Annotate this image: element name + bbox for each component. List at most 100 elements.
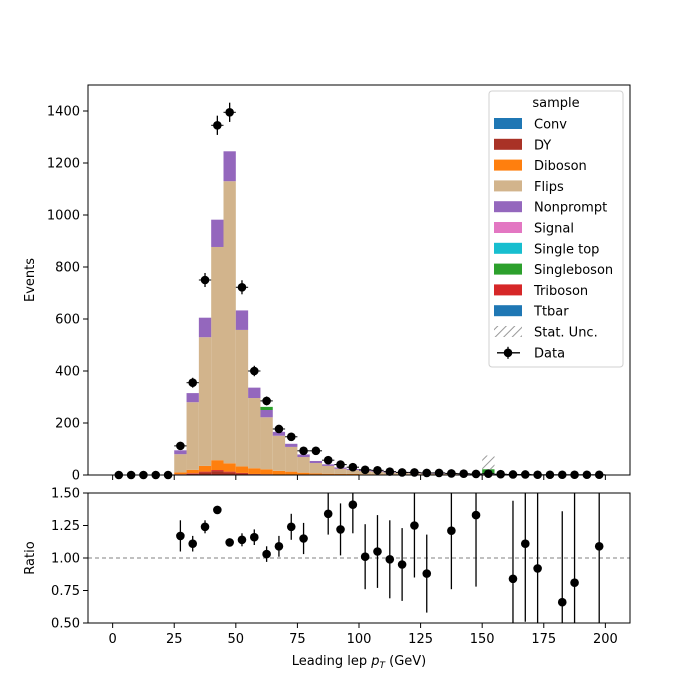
ratio-point (200, 522, 210, 532)
legend-label-triboson: Triboson (533, 284, 588, 299)
data-point (447, 469, 456, 478)
bar-triboson (198, 471, 212, 473)
ratio-y-tick-label: 1.00 (51, 552, 80, 567)
ratio-point (213, 505, 222, 515)
data-point (484, 469, 493, 479)
bar-flips (235, 329, 249, 467)
ratio-point (385, 555, 395, 564)
ratio-point (471, 510, 481, 520)
legend-label-conv: Conv (534, 118, 567, 133)
data-point (434, 468, 444, 478)
data-point (373, 466, 382, 475)
x-axis-label: Leading lep pT (GeV) (292, 654, 426, 671)
ratio-point (176, 531, 185, 541)
legend-label-singleboson: Singleboson (534, 263, 613, 278)
data-point (286, 432, 296, 442)
x-tick-label: 125 (408, 632, 433, 647)
data-point (422, 468, 432, 478)
legend-swatch-nonprompt (494, 201, 522, 213)
x-tick-label: 200 (593, 632, 618, 647)
bar-flips (186, 402, 199, 470)
legend-label-dy: DY (534, 138, 551, 153)
ratio-point (348, 500, 358, 510)
bar-nonprompt (260, 410, 273, 418)
x-tick-label: 50 (228, 632, 245, 647)
bar-nonprompt (297, 454, 310, 458)
data-point (496, 469, 505, 479)
bar-flips (285, 446, 298, 472)
stat-unc-band (482, 455, 495, 475)
y-tick-label: 0 (72, 469, 80, 484)
ratio-plot-area (88, 493, 630, 623)
bar-nonprompt (198, 317, 212, 338)
legend-box (488, 90, 624, 368)
data-point (336, 460, 345, 469)
ratio-point (299, 534, 308, 543)
bar-dy (235, 473, 249, 475)
x-tick-label: 25 (166, 632, 183, 647)
y-tick-label: 400 (55, 365, 80, 380)
bar-triboson (235, 472, 249, 474)
legend-label-data: Data (534, 346, 565, 361)
legend-swatch-diboson (494, 159, 522, 171)
data-point (360, 465, 370, 475)
bar-dy (211, 471, 224, 475)
bar-nonprompt (235, 310, 249, 330)
bar-diboson (248, 468, 261, 474)
data-point (508, 470, 518, 479)
bar-nonprompt (223, 151, 236, 182)
bar-nonprompt (174, 450, 187, 455)
bar-flips (223, 181, 236, 464)
ratio-point (422, 569, 432, 578)
bar-dy (223, 472, 236, 475)
bar-diboson (334, 473, 347, 475)
bar-diboson (285, 471, 298, 475)
ratio-point (520, 539, 530, 548)
data-point (262, 396, 271, 406)
ratio-point (360, 552, 370, 561)
ratio-point (249, 532, 259, 542)
bar-flips (334, 468, 347, 474)
ratio-y-tick-label: 0.75 (51, 584, 80, 599)
bar-triboson (223, 471, 236, 473)
bar-diboson (198, 465, 212, 472)
bar-flips (297, 457, 310, 473)
y-tick-label: 1200 (47, 157, 80, 172)
bar-triboson (186, 473, 199, 474)
bar-diboson (346, 473, 359, 475)
data-point (385, 467, 395, 476)
bar-flips (248, 398, 261, 469)
legend-label-diboson: Diboson (534, 159, 587, 174)
x-tick-label: 100 (347, 632, 372, 647)
ratio-y-axis-label: Ratio (23, 541, 38, 574)
bar-flips (174, 454, 187, 473)
bar-diboson (272, 470, 286, 475)
bar-diboson (297, 472, 310, 475)
bar-flips (272, 435, 286, 471)
legend-swatch-single-top (494, 242, 522, 254)
legend-swatch-signal (494, 222, 522, 233)
bar-flips (322, 465, 335, 474)
bar-flips (260, 417, 273, 470)
legend-title: sample (532, 96, 579, 111)
legend: sample Conv DY Diboson Flips Nonprompt Signal S… (488, 90, 624, 368)
x-tick-label: 75 (289, 632, 306, 647)
legend-swatch-dy (494, 138, 522, 150)
bar-diboson (235, 466, 249, 473)
ratio-point (336, 525, 345, 534)
bar-nonprompt (186, 393, 199, 403)
bar-nonprompt (309, 460, 323, 464)
legend-label-flips: Flips (534, 180, 564, 195)
bar-diboson (309, 473, 323, 475)
data-point (274, 424, 284, 434)
data-point (459, 469, 469, 479)
ratio-point (373, 547, 382, 556)
ratio-points (176, 493, 604, 623)
bar-diboson (211, 460, 224, 471)
bar-nonprompt (285, 443, 298, 447)
ratio-point (225, 538, 234, 547)
bar-diboson (174, 472, 187, 475)
stacked-histogram (174, 151, 544, 475)
bar-diboson (223, 463, 236, 472)
